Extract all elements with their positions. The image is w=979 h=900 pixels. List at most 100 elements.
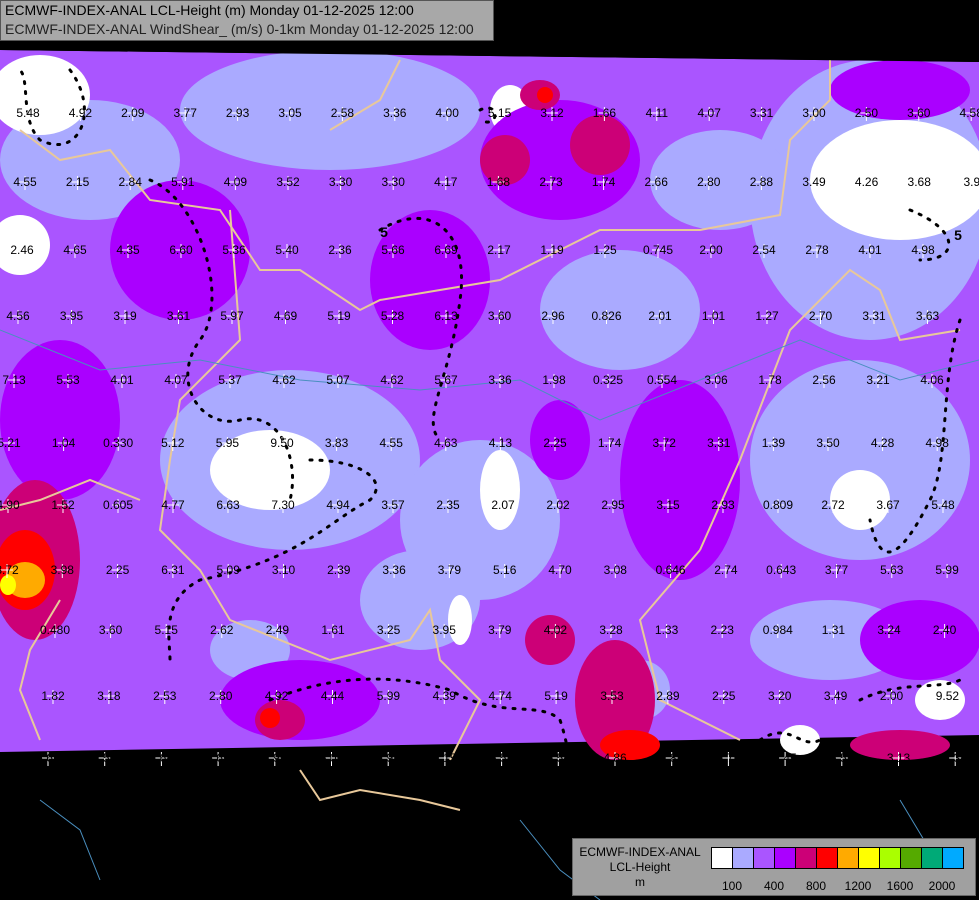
grid-point-marker — [112, 499, 124, 513]
grid-point-marker — [439, 176, 452, 190]
wind-shear-value: 2.88 — [750, 175, 774, 189]
grid-point-marker — [548, 374, 560, 388]
grid-point-marker — [603, 437, 616, 451]
wind-shear-value: 4.26 — [855, 175, 879, 189]
wind-shear-value: 3.9 — [963, 175, 979, 189]
grid-point-marker — [599, 244, 611, 258]
grid-point-marker — [650, 176, 663, 190]
wind-shear-value: 3.31 — [750, 106, 774, 120]
wind-shear-value: 2.72 — [821, 498, 845, 512]
wind-shear-value: 3.36 — [488, 373, 512, 387]
grid-point-marker — [102, 690, 115, 704]
grid-point-marker — [598, 107, 611, 121]
grid-point-marker — [326, 690, 339, 704]
wind-shear-value: 3.60 — [99, 623, 123, 637]
grid-point-marker — [552, 499, 564, 513]
grid-point-marker — [170, 374, 182, 388]
legend-tick: 2000 — [928, 879, 956, 893]
grid-point-marker — [926, 374, 938, 388]
grid-point-marker — [767, 437, 780, 451]
grid-point-marker — [65, 310, 78, 324]
wind-shear-value: 3.20 — [768, 689, 792, 703]
wind-shear-value: 4.92 — [69, 106, 93, 120]
grid-point-marker — [965, 107, 978, 121]
wind-shear-value: 4.28 — [871, 436, 895, 450]
wind-shear-value: 2.66 — [645, 175, 669, 189]
wind-shear-value: 5.36 — [222, 243, 246, 257]
grid-point-marker — [662, 499, 674, 513]
wind-shear-value: 3.31 — [862, 309, 886, 323]
wind-shear-value: 5.48 — [931, 498, 955, 512]
grid-point-marker — [609, 564, 622, 578]
grid-point-marker — [917, 244, 929, 258]
wind-shear-value: 4.77 — [161, 498, 185, 512]
wind-shear-value: 2.02 — [546, 498, 570, 512]
wind-shear-value: 7.30 — [271, 498, 295, 512]
title-wind-shear: ECMWF-INDEX-ANAL WindShear_ (m/s) 0-1km … — [5, 21, 474, 37]
grid-point-marker — [104, 624, 117, 638]
wind-shear-value: 1.01 — [702, 309, 726, 323]
grid-point-marker — [717, 499, 729, 513]
wind-shear-value: 3.12 — [540, 106, 564, 120]
grid-point-marker — [779, 752, 792, 766]
wind-shear-value: 4.13 — [489, 436, 513, 450]
wind-shear-value: 5.97 — [220, 309, 244, 323]
wind-shear-value: 2.35 — [436, 498, 460, 512]
grid-point-marker — [882, 499, 894, 513]
wind-shear-value: 1.61 — [321, 623, 345, 637]
grid-point-marker — [441, 107, 454, 121]
grid-point-marker — [712, 437, 725, 451]
grid-point-marker — [827, 624, 840, 638]
wind-shear-value: 2.56 — [812, 373, 836, 387]
wind-shear-value: 3.25 — [377, 623, 401, 637]
grid-point-marker — [382, 624, 395, 638]
wind-shear-value: 6.13 — [434, 309, 458, 323]
grid-point-marker — [550, 690, 563, 704]
grid-point-marker — [222, 499, 234, 513]
wind-shear-value: 1.91 — [377, 751, 401, 765]
grid-point-marker — [3, 437, 15, 451]
grid-point-marker — [494, 437, 507, 451]
wind-shear-value: 0.826 — [591, 309, 621, 323]
lcl-1200-1400-zone — [0, 575, 16, 595]
wind-shear-value: 2.00 — [880, 689, 904, 703]
grid-point-marker — [124, 176, 137, 190]
wind-shear-value: 3.68 — [908, 175, 932, 189]
grid-point-marker — [116, 374, 128, 388]
grid-point-marker — [602, 374, 614, 388]
grid-point-marker — [921, 310, 934, 324]
grid-point-marker — [497, 499, 509, 513]
legend-swatch — [796, 848, 817, 868]
grid-point-marker — [710, 374, 722, 388]
wind-shear-value: 3.19 — [113, 309, 137, 323]
grid-point-marker — [656, 374, 668, 388]
grid-point-marker — [546, 107, 558, 121]
grid-point-marker — [382, 752, 395, 766]
wind-shear-value: 4.01 — [110, 373, 134, 387]
wind-shear-value: 3.50 — [816, 436, 840, 450]
grid-point-marker — [883, 624, 895, 638]
grid-point-marker — [931, 437, 944, 451]
wind-shear-value: 3.67 — [876, 498, 900, 512]
grid-point-marker — [172, 310, 185, 324]
grid-point-marker — [229, 176, 242, 190]
wind-shear-value: 2.99 — [263, 751, 287, 765]
wind-shear-value: 1.39 — [762, 436, 786, 450]
wind-shear-value: 1.74 — [592, 175, 616, 189]
wind-shear-value: 3.15 — [656, 498, 680, 512]
wind-shear-value: 6.63 — [216, 498, 240, 512]
grid-point-marker — [607, 499, 619, 513]
grid-point-marker — [913, 176, 926, 190]
grid-point-marker — [330, 437, 343, 451]
wind-shear-value: 4.94 — [326, 498, 350, 512]
wind-shear-value: 4.69 — [274, 309, 298, 323]
wind-shear-value: 3.83 — [325, 436, 349, 450]
wind-shear-value: 9.50 — [270, 436, 294, 450]
grid-point-marker — [764, 374, 776, 388]
wind-shear-value: 5.63 — [880, 563, 904, 577]
grid-point-marker — [835, 752, 848, 766]
grid-point-marker — [600, 310, 613, 324]
grid-point-marker — [22, 107, 34, 121]
wind-shear-value: 2.40 — [933, 623, 957, 637]
grid-point-marker — [386, 310, 399, 324]
